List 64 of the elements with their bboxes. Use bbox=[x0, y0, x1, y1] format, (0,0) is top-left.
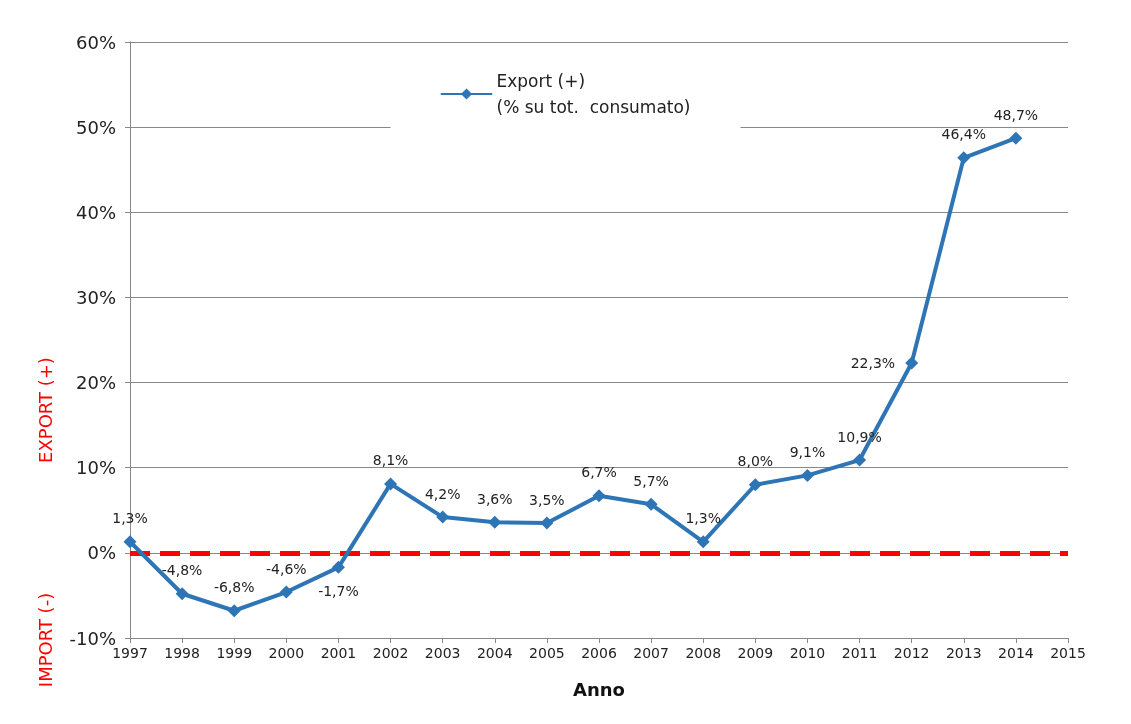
y-tick-label: 60% bbox=[75, 31, 116, 53]
point bbox=[488, 515, 502, 529]
data-label: -4,6% bbox=[266, 560, 307, 577]
point bbox=[384, 477, 398, 491]
point bbox=[905, 356, 919, 370]
text: IMPORT (-) bbox=[34, 592, 56, 688]
data-label: -4,8% bbox=[161, 562, 203, 579]
data-label: 1,3% bbox=[112, 510, 148, 527]
x-tick-label: 2003 bbox=[424, 645, 461, 661]
point bbox=[540, 516, 554, 530]
point bbox=[696, 535, 710, 549]
point bbox=[644, 497, 658, 511]
point bbox=[1009, 131, 1023, 145]
point bbox=[175, 587, 189, 601]
y-tick-label: 10% bbox=[75, 457, 116, 479]
point bbox=[227, 604, 241, 618]
x-tick-label: 2010 bbox=[789, 645, 826, 661]
x-tick-label: 2008 bbox=[685, 645, 722, 661]
data-label: 48,7% bbox=[993, 106, 1039, 123]
x-tick-label: 2006 bbox=[581, 645, 617, 661]
x-tick-label: 2009 bbox=[737, 645, 774, 661]
point bbox=[436, 510, 450, 524]
text: EXPORT (+) bbox=[34, 357, 56, 463]
data-label: 46,4% bbox=[941, 126, 987, 143]
data-label: 6,7% bbox=[581, 464, 617, 481]
legend-label: Export (+) (% su tot. consumato) bbox=[496, 71, 691, 117]
y-tick-label: 40% bbox=[75, 201, 116, 223]
y-tick-label: 20% bbox=[75, 372, 116, 394]
x-tick-label: 2011 bbox=[841, 645, 878, 661]
point bbox=[279, 585, 293, 599]
y-tick-label: 50% bbox=[75, 116, 116, 138]
data-label: 1,3% bbox=[685, 510, 722, 527]
x-tick-label: 2004 bbox=[476, 645, 513, 661]
point bbox=[592, 489, 606, 503]
data-label: 8,0% bbox=[737, 453, 774, 470]
x-tick-label: 2000 bbox=[268, 645, 305, 661]
x-tick-label: 2001 bbox=[320, 645, 357, 661]
data-label: 22,3% bbox=[850, 354, 896, 371]
y-tick-label: 30% bbox=[75, 286, 116, 308]
data-label: 3,5% bbox=[529, 491, 565, 508]
point bbox=[800, 468, 814, 482]
x-tick-label: 1998 bbox=[164, 645, 200, 661]
x-tick-label: 2013 bbox=[945, 645, 982, 661]
point bbox=[748, 478, 762, 492]
data-label: 8,1% bbox=[372, 452, 409, 469]
point bbox=[957, 151, 971, 165]
y-tick-label: 0% bbox=[87, 542, 116, 564]
data-label: -1,7% bbox=[318, 582, 359, 599]
data-label: 9,1% bbox=[789, 443, 826, 460]
x-tick-label: 2015 bbox=[1050, 645, 1086, 661]
point bbox=[853, 453, 867, 467]
x-tick-label: 2014 bbox=[998, 645, 1034, 661]
x-tick-label: 2012 bbox=[893, 645, 930, 661]
data-label: -6,8% bbox=[213, 579, 255, 596]
x-tick-label: 2002 bbox=[372, 645, 409, 661]
data-label: 4,2% bbox=[424, 485, 461, 502]
x-tick-label: 2005 bbox=[529, 645, 565, 661]
x-tick-label: 2007 bbox=[633, 645, 669, 661]
point bbox=[123, 535, 137, 549]
x-axis-title: Anno bbox=[573, 678, 625, 700]
point bbox=[331, 560, 345, 574]
x-tick-label: 1999 bbox=[216, 645, 253, 661]
data-label: 3,6% bbox=[476, 490, 513, 507]
data-label: 5,7% bbox=[633, 472, 669, 489]
